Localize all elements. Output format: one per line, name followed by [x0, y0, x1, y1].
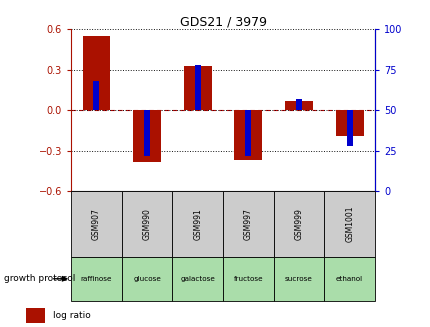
Bar: [133, 111, 161, 162]
Text: log ratio: log ratio: [53, 311, 91, 320]
Bar: [245, 111, 251, 156]
Bar: [194, 65, 200, 111]
Text: GSM1001: GSM1001: [344, 206, 353, 242]
Text: GSM997: GSM997: [243, 208, 252, 240]
Text: galactose: galactose: [180, 276, 215, 282]
Bar: [273, 191, 323, 257]
Text: GSM907: GSM907: [92, 208, 101, 240]
Bar: [71, 257, 122, 301]
Bar: [144, 111, 150, 156]
Bar: [273, 257, 323, 301]
Bar: [71, 191, 122, 257]
Text: glucose: glucose: [133, 276, 161, 282]
Bar: [93, 81, 99, 111]
Bar: [284, 101, 312, 111]
Bar: [335, 111, 363, 136]
Bar: [323, 257, 374, 301]
Bar: [183, 66, 211, 111]
Text: GSM999: GSM999: [294, 208, 303, 240]
Text: growth protocol: growth protocol: [4, 274, 76, 283]
Bar: [82, 36, 110, 111]
Bar: [172, 191, 223, 257]
Text: raffinose: raffinose: [80, 276, 112, 282]
Bar: [323, 191, 374, 257]
Bar: [122, 257, 172, 301]
Bar: [295, 99, 301, 111]
Bar: [122, 191, 172, 257]
Bar: [223, 191, 273, 257]
Title: GDS21 / 3979: GDS21 / 3979: [179, 15, 266, 28]
Text: GSM991: GSM991: [193, 208, 202, 240]
Bar: [346, 111, 352, 146]
Bar: [26, 308, 45, 323]
Text: fructose: fructose: [233, 276, 263, 282]
Text: ethanol: ethanol: [335, 276, 362, 282]
Text: GSM990: GSM990: [142, 208, 151, 240]
Bar: [172, 257, 223, 301]
Bar: [223, 257, 273, 301]
Text: sucrose: sucrose: [284, 276, 312, 282]
Bar: [234, 111, 262, 160]
